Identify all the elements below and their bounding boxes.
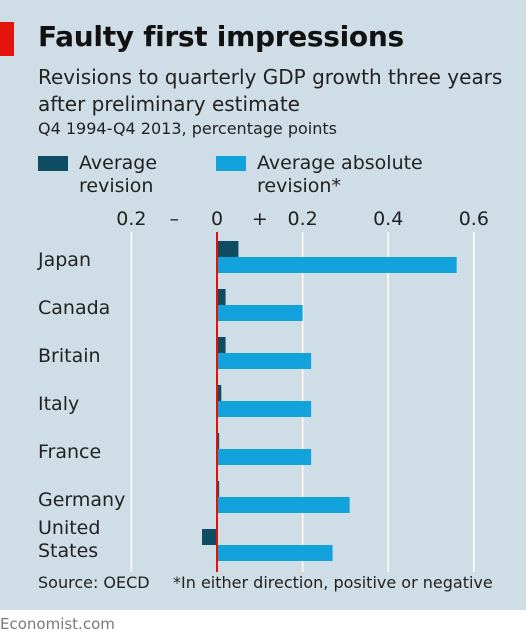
- legend-label-average-absolute-revision: Average absolute revision*: [257, 152, 423, 197]
- chart-title: Faulty first impressions: [38, 20, 404, 53]
- category-label: States: [38, 540, 98, 562]
- bar-average-revision: [217, 241, 239, 257]
- bar-average-absolute-revision: [217, 305, 303, 321]
- x-tick-label: 0.2: [116, 208, 146, 230]
- bar-average-absolute-revision: [217, 449, 312, 465]
- x-tick-label: 0.6: [459, 208, 489, 230]
- bar-chart: 0.2 – 0 +0.2 0.4 0.6 Japan Canada Britain Italy Fr…: [37, 208, 489, 572]
- x-tick-label: +: [252, 208, 268, 230]
- category-label: Britain: [38, 345, 101, 367]
- bar-average-revision: [217, 385, 222, 401]
- brand-label: Economist.com: [0, 615, 115, 633]
- x-tick-label: 0: [211, 208, 223, 230]
- x-tick-label: 0.2: [287, 208, 317, 230]
- chart-subtitle: Revisions to quarterly GDP growth three …: [38, 65, 503, 116]
- bar-average-absolute-revision: [217, 497, 350, 513]
- red-tag: [0, 22, 14, 56]
- x-tick-label: –: [169, 208, 179, 230]
- bar-average-revision: [202, 529, 217, 545]
- category-label: Italy: [38, 393, 79, 415]
- footnote: *In either direction, positive or negati…: [173, 573, 493, 592]
- bar-average-revision: [217, 289, 226, 305]
- legend-swatch-average-revision: [38, 156, 68, 171]
- category-label: Canada: [38, 297, 110, 319]
- bar-average-revision: [217, 433, 220, 449]
- bar-average-absolute-revision: [217, 257, 457, 273]
- chart-note: Q4 1994-Q4 2013, percentage points: [38, 119, 337, 138]
- x-tick-label: 0.4: [373, 208, 403, 230]
- bar-average-absolute-revision: [217, 401, 312, 417]
- category-label: France: [38, 441, 101, 463]
- category-label: United: [38, 517, 100, 539]
- bar-average-absolute-revision: [217, 545, 333, 561]
- bar-average-absolute-revision: [217, 353, 312, 369]
- legend-label-average-revision: Average revision: [79, 152, 158, 197]
- bar-average-revision: [217, 337, 226, 353]
- category-label: Japan: [37, 249, 91, 271]
- legend-swatch-average-absolute-revision: [216, 156, 246, 171]
- bar-average-revision: [217, 481, 220, 497]
- source-note: Source: OECD: [38, 573, 150, 592]
- category-label: Germany: [38, 489, 125, 511]
